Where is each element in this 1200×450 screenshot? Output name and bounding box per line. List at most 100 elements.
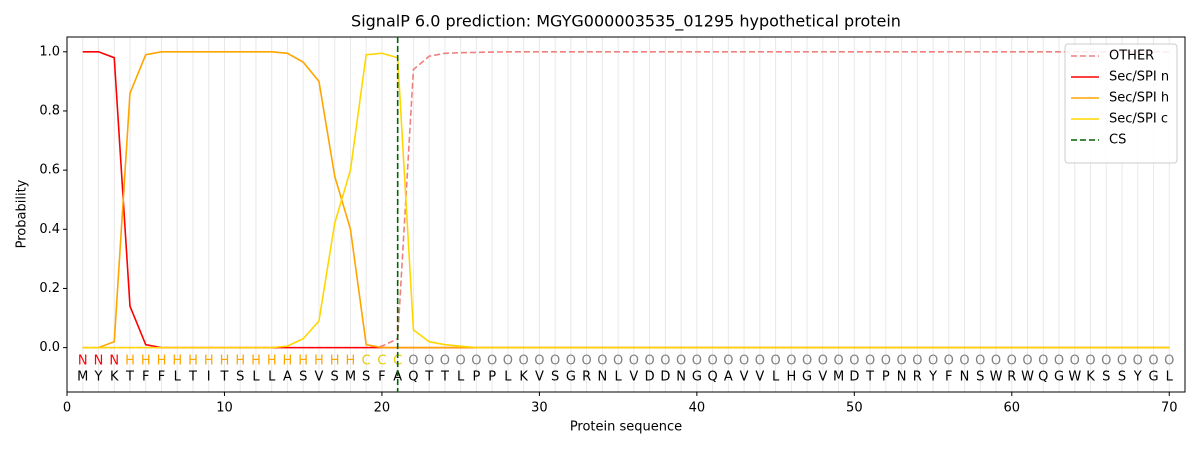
residue-label: A [393, 370, 402, 385]
residue-label: S [1118, 370, 1126, 385]
residue-label: R [913, 370, 922, 385]
legend-box [1064, 43, 1178, 164]
residue-label: Y [928, 370, 937, 385]
region-label: H [188, 354, 198, 369]
region-label: H [283, 354, 293, 369]
region-label: H [157, 354, 167, 369]
residue-label: R [1007, 370, 1016, 385]
region-label: O [755, 354, 765, 369]
x-tick-label: 30 [531, 401, 548, 416]
x-tick-label: 10 [216, 401, 233, 416]
region-label: O [975, 354, 985, 369]
region-label: H [235, 354, 245, 369]
region-label: O [613, 354, 623, 369]
x-axis-label: Protein sequence [570, 420, 682, 435]
region-label: O [1164, 354, 1174, 369]
residue-label: H [786, 370, 796, 385]
residue-label: P [488, 370, 496, 385]
residue-label: R [582, 370, 591, 385]
region-label: H [251, 354, 261, 369]
residue-label: S [551, 370, 559, 385]
residue-label: T [188, 370, 197, 385]
residue-label: K [110, 370, 119, 385]
residue-label: S [331, 370, 339, 385]
region-label: O [566, 354, 576, 369]
region-label: H [204, 354, 214, 369]
region-label: O [534, 354, 544, 369]
residue-label: V [818, 370, 827, 385]
region-label: C [362, 354, 371, 369]
region-label: O [1101, 354, 1111, 369]
region-label: O [881, 354, 891, 369]
region-label: O [912, 354, 922, 369]
residue-label: W [1021, 370, 1034, 385]
residue-label: S [1102, 370, 1110, 385]
x-tick-label: 60 [1004, 401, 1021, 416]
residue-label: M [833, 370, 844, 385]
residue-label: N [598, 370, 608, 385]
region-label: O [707, 354, 717, 369]
region-label: O [456, 354, 466, 369]
region-label: N [109, 354, 119, 369]
region-label: O [487, 354, 497, 369]
residue-label: P [882, 370, 890, 385]
region-label: O [1070, 354, 1080, 369]
residue-label: M [77, 370, 88, 385]
region-label: O [770, 354, 780, 369]
residue-label: K [1086, 370, 1095, 385]
region-label: O [1117, 354, 1127, 369]
region-label: O [1007, 354, 1017, 369]
legend-label: CS [1109, 133, 1126, 148]
residue-label: L [268, 370, 276, 385]
series-line [82, 50, 1170, 349]
region-label: O [582, 354, 592, 369]
y-axis-label: Probability [15, 179, 30, 248]
region-label: O [645, 354, 655, 369]
x-tick-label: 40 [689, 401, 706, 416]
residue-label: D [660, 370, 670, 385]
region-label: O [1133, 354, 1143, 369]
region-label: O [1038, 354, 1048, 369]
residue-label: T [440, 370, 449, 385]
residue-label: V [740, 370, 749, 385]
region-label: O [692, 354, 702, 369]
region-label: H [125, 354, 135, 369]
region-label: O [503, 354, 513, 369]
residue-label: T [219, 370, 228, 385]
residue-label: F [945, 370, 952, 385]
residue-label: W [990, 370, 1003, 385]
residue-label: L [615, 370, 623, 385]
region-label: O [959, 354, 969, 369]
region-label: H [141, 354, 151, 369]
residue-label: F [142, 370, 149, 385]
y-tick-label: 0.2 [39, 281, 60, 296]
region-label: O [723, 354, 733, 369]
residue-label: G [1054, 370, 1064, 385]
region-label: H [346, 354, 356, 369]
chart-title: SignalP 6.0 prediction: MGYG000003535_01… [351, 12, 901, 32]
x-tick-label: 70 [1161, 401, 1178, 416]
region-label: O [1054, 354, 1064, 369]
residue-label: L [174, 370, 182, 385]
residue-label: Q [1038, 370, 1048, 385]
residue-label: D [645, 370, 655, 385]
residue-label: V [755, 370, 764, 385]
legend-label: OTHER [1109, 49, 1154, 64]
x-tick-label: 0 [63, 401, 71, 416]
residue-label: Q [408, 370, 418, 385]
series-line [82, 52, 1170, 349]
region-label: H [220, 354, 230, 369]
residue-label: F [378, 370, 385, 385]
residue-label: A [283, 370, 292, 385]
region-label: O [629, 354, 639, 369]
residue-label: S [299, 370, 307, 385]
residue-label: T [125, 370, 134, 385]
legend-label: Sec/SPI c [1109, 112, 1168, 127]
residue-label: G [692, 370, 702, 385]
region-label: O [833, 354, 843, 369]
y-tick-label: 0.4 [39, 222, 60, 237]
residue-label: L [252, 370, 260, 385]
residue-label: Q [707, 370, 717, 385]
region-label: O [818, 354, 828, 369]
